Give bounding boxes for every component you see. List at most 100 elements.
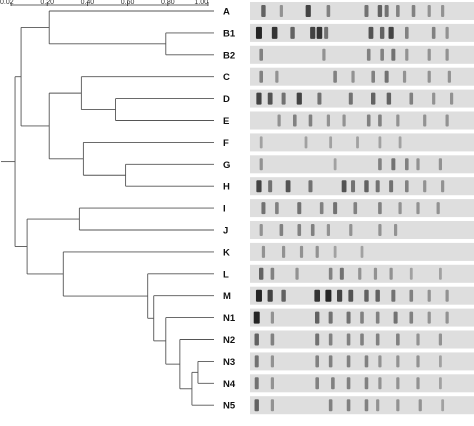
dendrogram-tree bbox=[1, 10, 214, 406]
gel-band bbox=[391, 48, 396, 61]
gel-band bbox=[405, 48, 409, 61]
scale-tick-label: 1.00 bbox=[194, 0, 208, 6]
lane-label-g: G bbox=[223, 160, 230, 171]
gel-band bbox=[396, 114, 400, 127]
gel-band bbox=[441, 5, 445, 17]
gel-band bbox=[255, 289, 262, 302]
lane-label-b2: B2 bbox=[223, 50, 235, 61]
gel-band bbox=[279, 5, 283, 17]
gel-band bbox=[394, 224, 398, 236]
gel-band bbox=[431, 26, 436, 39]
gel-band bbox=[371, 92, 376, 105]
gel-band bbox=[299, 245, 304, 258]
lane-label-n2: N2 bbox=[223, 335, 235, 346]
gel-lane-g bbox=[250, 155, 474, 174]
gel-band bbox=[436, 202, 440, 215]
gel-band bbox=[271, 26, 278, 39]
gel-band bbox=[364, 289, 369, 302]
gel-band bbox=[328, 355, 333, 368]
gel-band bbox=[261, 202, 266, 215]
gel-lane-a bbox=[250, 2, 474, 20]
gel-band bbox=[297, 202, 302, 215]
gel-band bbox=[268, 180, 273, 193]
gel-lane-b2 bbox=[250, 45, 474, 64]
gel-lane-c bbox=[250, 67, 474, 86]
gel-band bbox=[304, 136, 308, 149]
gel-band bbox=[373, 267, 378, 280]
gel-band bbox=[378, 136, 382, 149]
gel-band bbox=[441, 399, 445, 412]
gel-band bbox=[402, 70, 407, 83]
gel-band bbox=[328, 333, 333, 346]
gel-band bbox=[368, 26, 374, 39]
gel-band bbox=[261, 245, 266, 258]
gel-band bbox=[277, 114, 281, 127]
gel-band bbox=[427, 5, 431, 17]
gel-band bbox=[317, 92, 322, 105]
gel-band bbox=[375, 289, 380, 302]
gel-band bbox=[445, 311, 449, 324]
gel-band bbox=[315, 377, 319, 390]
gel-band bbox=[346, 333, 351, 346]
gel-band bbox=[270, 267, 275, 280]
gel-band bbox=[256, 92, 262, 105]
gel-band bbox=[296, 92, 302, 105]
lane-label-k: K bbox=[223, 247, 230, 258]
scale-tick-label: 0.20 bbox=[40, 0, 54, 6]
gel-band bbox=[439, 267, 442, 280]
scale-tick-label: 0.80 bbox=[161, 0, 175, 6]
gel-band bbox=[353, 202, 358, 215]
gel-band bbox=[308, 114, 313, 127]
gel-band bbox=[281, 92, 286, 105]
gel-band bbox=[310, 224, 315, 236]
gel-band bbox=[326, 5, 331, 17]
gel-band bbox=[360, 311, 364, 324]
gel-band bbox=[396, 377, 400, 390]
gel-band bbox=[427, 48, 431, 61]
gel-band bbox=[388, 26, 394, 39]
lane-label-j: J bbox=[223, 226, 228, 237]
gel-lane-f bbox=[250, 133, 474, 152]
gel-band bbox=[411, 5, 416, 17]
gel-band bbox=[315, 311, 320, 324]
gel-band bbox=[295, 267, 299, 280]
gel-band bbox=[447, 70, 451, 83]
gel-band bbox=[341, 180, 347, 193]
gel-band bbox=[377, 5, 383, 17]
gel-band bbox=[315, 333, 320, 346]
gel-band bbox=[391, 289, 396, 302]
lane-label-d: D bbox=[223, 94, 230, 105]
gel-band bbox=[378, 377, 382, 390]
gel-band bbox=[393, 311, 398, 324]
gel-band bbox=[364, 377, 369, 390]
gel-band bbox=[259, 267, 264, 280]
gel-band bbox=[378, 224, 382, 236]
gel-band bbox=[358, 267, 362, 280]
gel-band bbox=[310, 26, 316, 39]
gel-band bbox=[409, 289, 414, 302]
gel-band bbox=[438, 158, 442, 171]
gel-band bbox=[275, 70, 279, 83]
gel-band bbox=[450, 92, 454, 105]
gel-band bbox=[376, 399, 380, 412]
lane-label-e: E bbox=[223, 116, 229, 127]
gel-band bbox=[364, 355, 369, 368]
gel-band bbox=[389, 267, 393, 280]
gel-band bbox=[375, 180, 380, 193]
gel-band bbox=[364, 180, 369, 193]
gel-band bbox=[371, 70, 375, 83]
gel-band bbox=[379, 26, 385, 39]
gel-band bbox=[405, 26, 409, 39]
gel-band bbox=[416, 158, 420, 171]
gel-band bbox=[290, 26, 295, 39]
gel-band bbox=[378, 158, 382, 171]
gel-band bbox=[348, 92, 353, 105]
gel-band bbox=[293, 114, 297, 127]
gel-band bbox=[305, 5, 311, 17]
gel-band bbox=[438, 333, 442, 346]
gel-band bbox=[328, 267, 333, 280]
gel-band bbox=[378, 355, 382, 368]
gel-band bbox=[259, 48, 263, 61]
lane-label-f: F bbox=[223, 138, 229, 149]
